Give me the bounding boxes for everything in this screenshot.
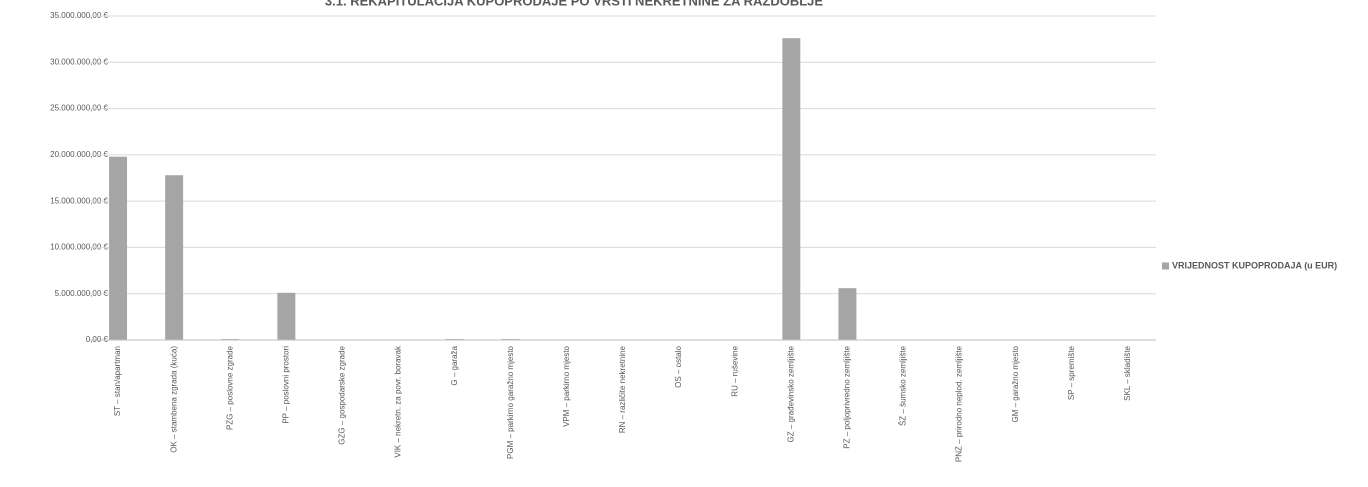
- x-tick-label: ST – stan/apartman: [113, 346, 122, 416]
- x-tick-label: ŠZ – šumsko zemljište: [899, 345, 908, 426]
- y-tick-label: 30.000.000,00 €: [50, 57, 108, 66]
- y-tick-label: 5.000.000,00 €: [55, 289, 109, 298]
- x-tick-label: PP – poslovni prostori: [281, 346, 290, 424]
- bar: [277, 292, 296, 340]
- y-tick-label: 15.000.000,00 €: [50, 196, 108, 205]
- x-tick-label: GZ – građevinsko zemljište: [786, 345, 795, 442]
- legend-swatch: [1162, 262, 1169, 270]
- x-tick-label: GZG – gospodarske zgrade: [338, 345, 347, 444]
- x-tick-label: PNZ – prirodno neplod. zemljište: [955, 345, 964, 462]
- y-tick-label: 10.000.000,00 €: [50, 243, 108, 252]
- x-tick-label: GM – garažno mjesto: [1011, 345, 1020, 422]
- y-tick-label: 25.000.000,00 €: [50, 104, 108, 113]
- x-tick-label: SP – spremište: [1067, 345, 1076, 400]
- x-tick-label: RN – različite nekretnine: [618, 345, 627, 433]
- x-tick-label: OK – stambena zgrada (kuća): [169, 346, 178, 453]
- x-tick-label: RU – ruševine: [730, 345, 739, 396]
- bar: [838, 288, 857, 340]
- y-tick-label: 20.000.000,00 €: [50, 150, 108, 159]
- x-tick-label: SKL – skladište: [1123, 345, 1132, 400]
- x-tick-label: PZG – poslovne zgrade: [225, 345, 234, 430]
- x-tick-label: PGM – parkirno garažno mjesto: [506, 345, 515, 458]
- x-tick-label: VPM – parkirno mjesto: [562, 345, 571, 426]
- x-tick-label: OS – ostalo: [674, 345, 683, 387]
- legend-label: VRIJEDNOST KUPOPRODAJA (u EUR): [1172, 260, 1337, 270]
- bar: [165, 175, 184, 340]
- x-tick-label: PZ – poljoprivredno zemljište: [843, 345, 852, 448]
- x-tick-label: VIK – nekretn. za povr. boravak: [394, 345, 403, 458]
- bar: [782, 38, 801, 341]
- bar: [109, 156, 128, 340]
- y-tick-label: 35.000.000,00 €: [50, 11, 108, 20]
- chart-title: 3.1. REKAPITULACIJA KUPOPRODAJE PO VRSTI…: [325, 0, 823, 8]
- x-tick-label: G – garaža: [450, 345, 459, 385]
